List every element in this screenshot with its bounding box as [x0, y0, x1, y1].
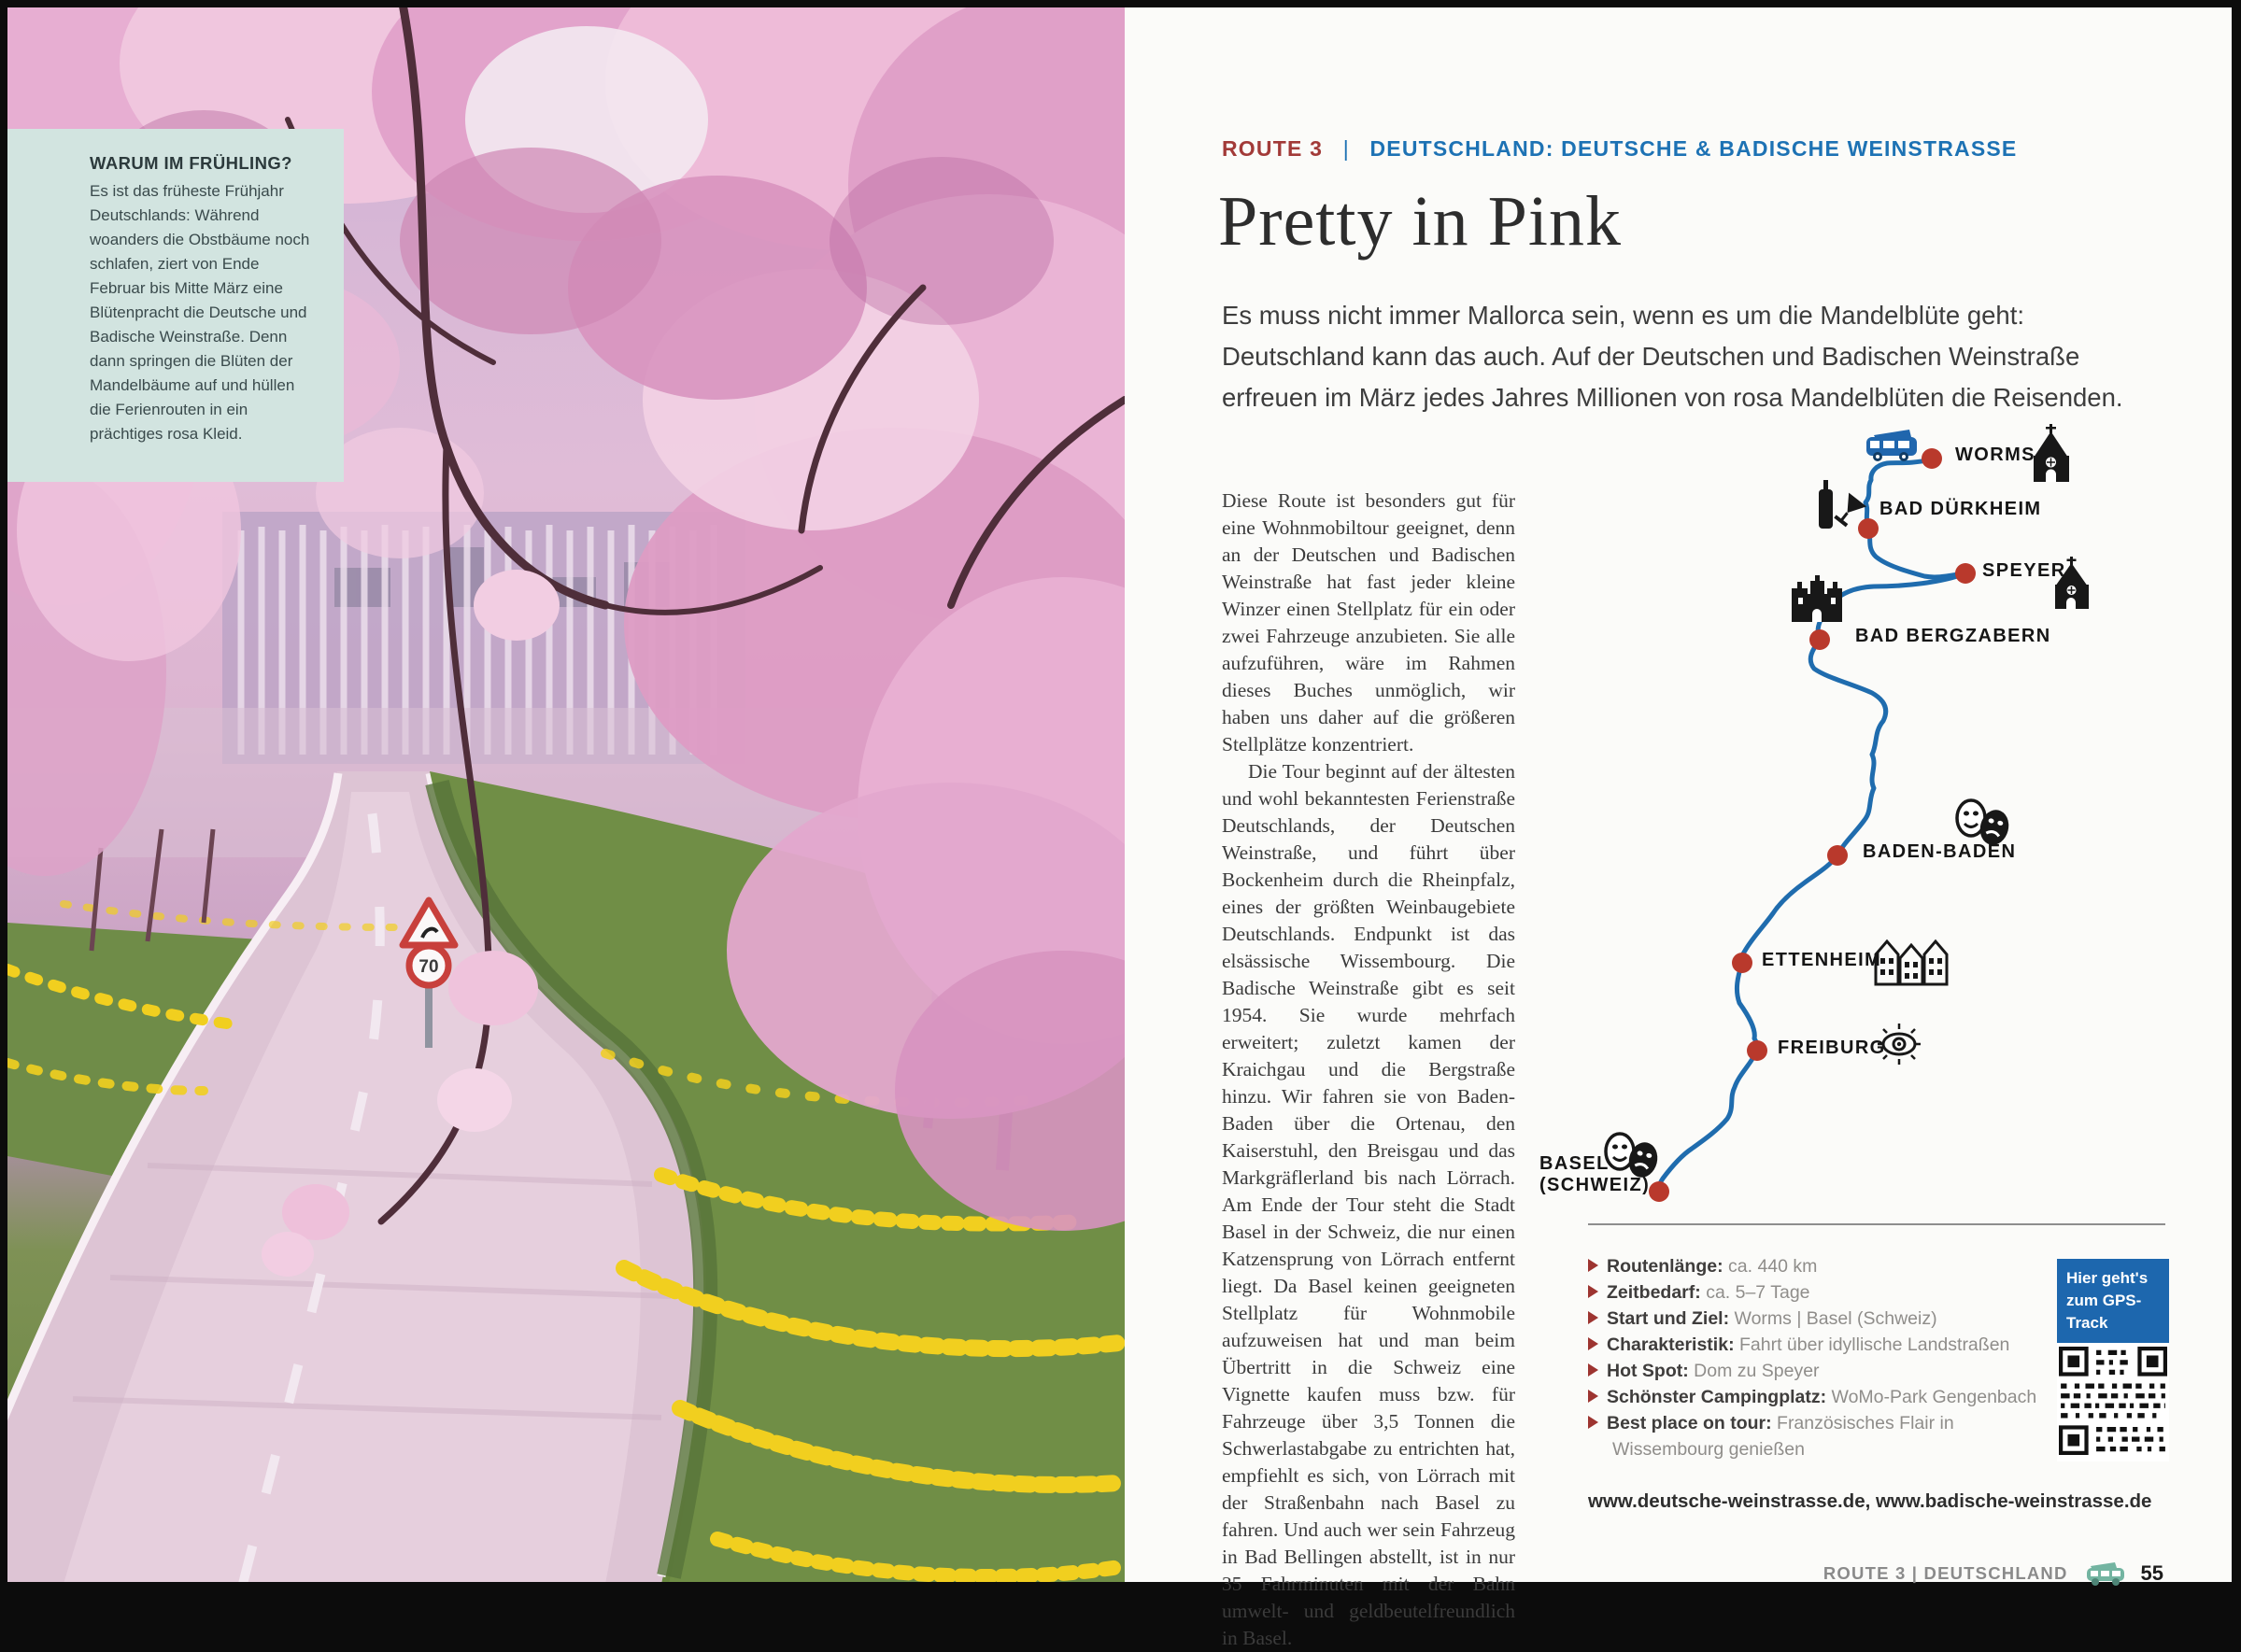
- body-paragraph: Diese Route ist besonders gut für eine W…: [1222, 489, 1515, 755]
- fact-value: ca. 5–7 Tage: [1706, 1282, 1810, 1303]
- fact-value: Worms | Basel (Schweiz): [1734, 1308, 1937, 1329]
- sign-pole: [425, 943, 433, 1048]
- website-links: www.deutsche-weinstrasse.de, www.badisch…: [1588, 1490, 2152, 1512]
- fact-label: Hot Spot:: [1607, 1361, 1689, 1381]
- page-spread: 70 WARUM IM FRÜHLING? Es ist das frühest…: [7, 7, 2232, 1649]
- fact-label: Charakteristik:: [1607, 1334, 1735, 1355]
- map-label-freiburg: FREIBURG: [1778, 1038, 1886, 1058]
- church-icon: [2055, 557, 2089, 609]
- list-item: Hot Spot: Dom zu Speyer: [1588, 1358, 2048, 1384]
- bullet-triangle-icon: [1588, 1416, 1598, 1429]
- fact-label: Zeitbedarf:: [1607, 1282, 1701, 1303]
- church-icon: [2034, 424, 2069, 482]
- intro-paragraph: Es muss nicht immer Mallorca sein, wenn …: [1222, 301, 2123, 412]
- route-region: DEUTSCHLAND: DEUTSCHE & BADISCHE WEINSTR…: [1369, 136, 2018, 161]
- eye-icon: [1878, 1024, 1921, 1065]
- stop-dot-baden-baden: [1827, 845, 1848, 866]
- fact-value: Französisches Flair in Wissembourg genie…: [1612, 1413, 1954, 1460]
- body-text-column: Diese Route ist besonders gut für eine W…: [1222, 487, 1515, 1652]
- bullet-triangle-icon: [1588, 1390, 1598, 1403]
- stop-dot-speyer: [1955, 563, 1976, 584]
- bullet-triangle-icon: [1588, 1363, 1598, 1377]
- list-item: Start und Ziel: Worms | Basel (Schweiz): [1588, 1306, 2048, 1332]
- gps-track-header: Hier geht's zum GPS-Track: [2057, 1259, 2169, 1343]
- fact-value: Dom zu Speyer: [1694, 1361, 1820, 1381]
- photo-scene: 70: [7, 7, 1125, 1582]
- fact-value: Fahrt über idyllische Landstraßen: [1738, 1334, 2010, 1355]
- qr-code-icon: [2059, 1347, 2167, 1455]
- speed-limit-sign-icon: [405, 942, 452, 989]
- stop-dot-ettenheim: [1732, 953, 1752, 973]
- route-number: ROUTE 3: [1222, 136, 1324, 161]
- bullet-triangle-icon: [1588, 1311, 1598, 1324]
- theater-masks-icon: [1955, 798, 2009, 845]
- theater-masks-icon: [1604, 1132, 1658, 1178]
- wine-icon: [1819, 480, 1867, 529]
- camper-van-icon: [1866, 430, 1917, 461]
- page-title: Pretty in Pink: [1218, 182, 1623, 261]
- book-spread: { "photo": { "infobox": { "title": "WARU…: [7, 7, 2232, 1649]
- map-label-bad-duerkheim: BAD DÜRKHEIM: [1879, 499, 2042, 519]
- map-label-basel: BASEL (SCHWEIZ): [1539, 1153, 1650, 1196]
- fact-label: Best place on tour:: [1607, 1413, 1772, 1433]
- kicker-separator: |: [1342, 136, 1350, 161]
- fact-value: WoMo-Park Gengenbach: [1831, 1387, 2037, 1407]
- camper-van-icon: [2086, 1562, 2124, 1586]
- map-label-speyer: SPEYER: [1982, 560, 2066, 581]
- stop-dots: [1649, 448, 1976, 1202]
- fact-value: ca. 440 km: [1728, 1256, 1818, 1277]
- map-divider-line: [1588, 1223, 2165, 1225]
- road-center-dashes: [238, 797, 385, 1582]
- list-item: Charakteristik: Fahrt über idyllische La…: [1588, 1332, 2048, 1358]
- road-sign: 70: [399, 897, 459, 1048]
- infobox-title: WARUM IM FRÜHLING?: [90, 153, 292, 173]
- list-item: Zeitbedarf: ca. 5–7 Tage: [1588, 1279, 2048, 1306]
- fact-label: Start und Ziel:: [1607, 1308, 1730, 1329]
- page-number: 55: [2140, 1561, 2163, 1585]
- almond-blossom-road-photo: 70 WARUM IM FRÜHLING? Es ist das frühest…: [7, 7, 1125, 1582]
- qr-code: [2057, 1343, 2169, 1461]
- map-label-baden-baden: BADEN-BADEN: [1863, 841, 2017, 862]
- list-item: Schönster Campingplatz: WoMo-Park Gengen…: [1588, 1384, 2048, 1410]
- stop-dot-bad-duerkheim: [1858, 518, 1879, 539]
- hanging-blossoms: [262, 570, 560, 1277]
- map-label-basel-line1: BASEL: [1539, 1153, 1610, 1174]
- speed-limit-value: 70: [418, 957, 438, 977]
- bullet-triangle-icon: [1588, 1285, 1598, 1298]
- page-kicker: ROUTE 3 | DEUTSCHLAND: DEUTSCHE & BADISC…: [1222, 136, 2017, 162]
- route-facts-list: Routenlänge: ca. 440 km Zeitbedarf: ca. …: [1588, 1253, 2048, 1462]
- map-label-ettenheim: ETTENHEIM: [1762, 950, 1882, 970]
- road-shading: [72, 1163, 672, 1420]
- gps-track-line2: zum GPS-Track: [2066, 1292, 2142, 1332]
- list-item: Best place on tour: Französisches Flair …: [1588, 1410, 2048, 1462]
- map-label-basel-line2: (SCHWEIZ): [1539, 1175, 1651, 1195]
- infobox-text: Es ist das früheste Frühjahr Deutschland…: [90, 182, 310, 443]
- sidebar-infobox: WARUM IM FRÜHLING? Es ist das früheste F…: [7, 129, 344, 482]
- map-label-worms: WORMS: [1955, 445, 2035, 465]
- map-label-bad-bergzabern: BAD BERGZABERN: [1855, 626, 2051, 646]
- fact-label: Schönster Campingplatz:: [1607, 1387, 1827, 1407]
- fact-label: Routenlänge:: [1607, 1256, 1723, 1277]
- stop-dot-bad-bergzabern: [1809, 629, 1830, 650]
- gps-track-line1: Hier geht's: [2066, 1269, 2149, 1287]
- stop-dot-freiburg: [1747, 1040, 1767, 1061]
- body-paragraph: Die Tour beginnt auf der ältesten und wo…: [1222, 760, 1515, 1649]
- bullet-triangle-icon: [1588, 1337, 1598, 1350]
- stop-dot-worms: [1922, 448, 1942, 469]
- castle-icon: [1792, 575, 1842, 622]
- page-footer: ROUTE 3 | DEUTSCHLAND 55: [1596, 1558, 2163, 1589]
- row-houses-icon: [1874, 939, 1949, 986]
- route-line: [1656, 457, 1968, 1194]
- stop-dot-basel: [1649, 1181, 1669, 1202]
- gps-track-box: Hier geht's zum GPS-Track: [2057, 1259, 2169, 1461]
- footer-breadcrumb: ROUTE 3 | DEUTSCHLAND: [1823, 1563, 2068, 1583]
- bank-shadow: [425, 780, 718, 1579]
- list-item: Routenlänge: ca. 440 km: [1588, 1253, 2048, 1279]
- route-map: [1604, 424, 2089, 1202]
- branches: [285, 7, 1125, 1225]
- bullet-triangle-icon: [1588, 1259, 1598, 1272]
